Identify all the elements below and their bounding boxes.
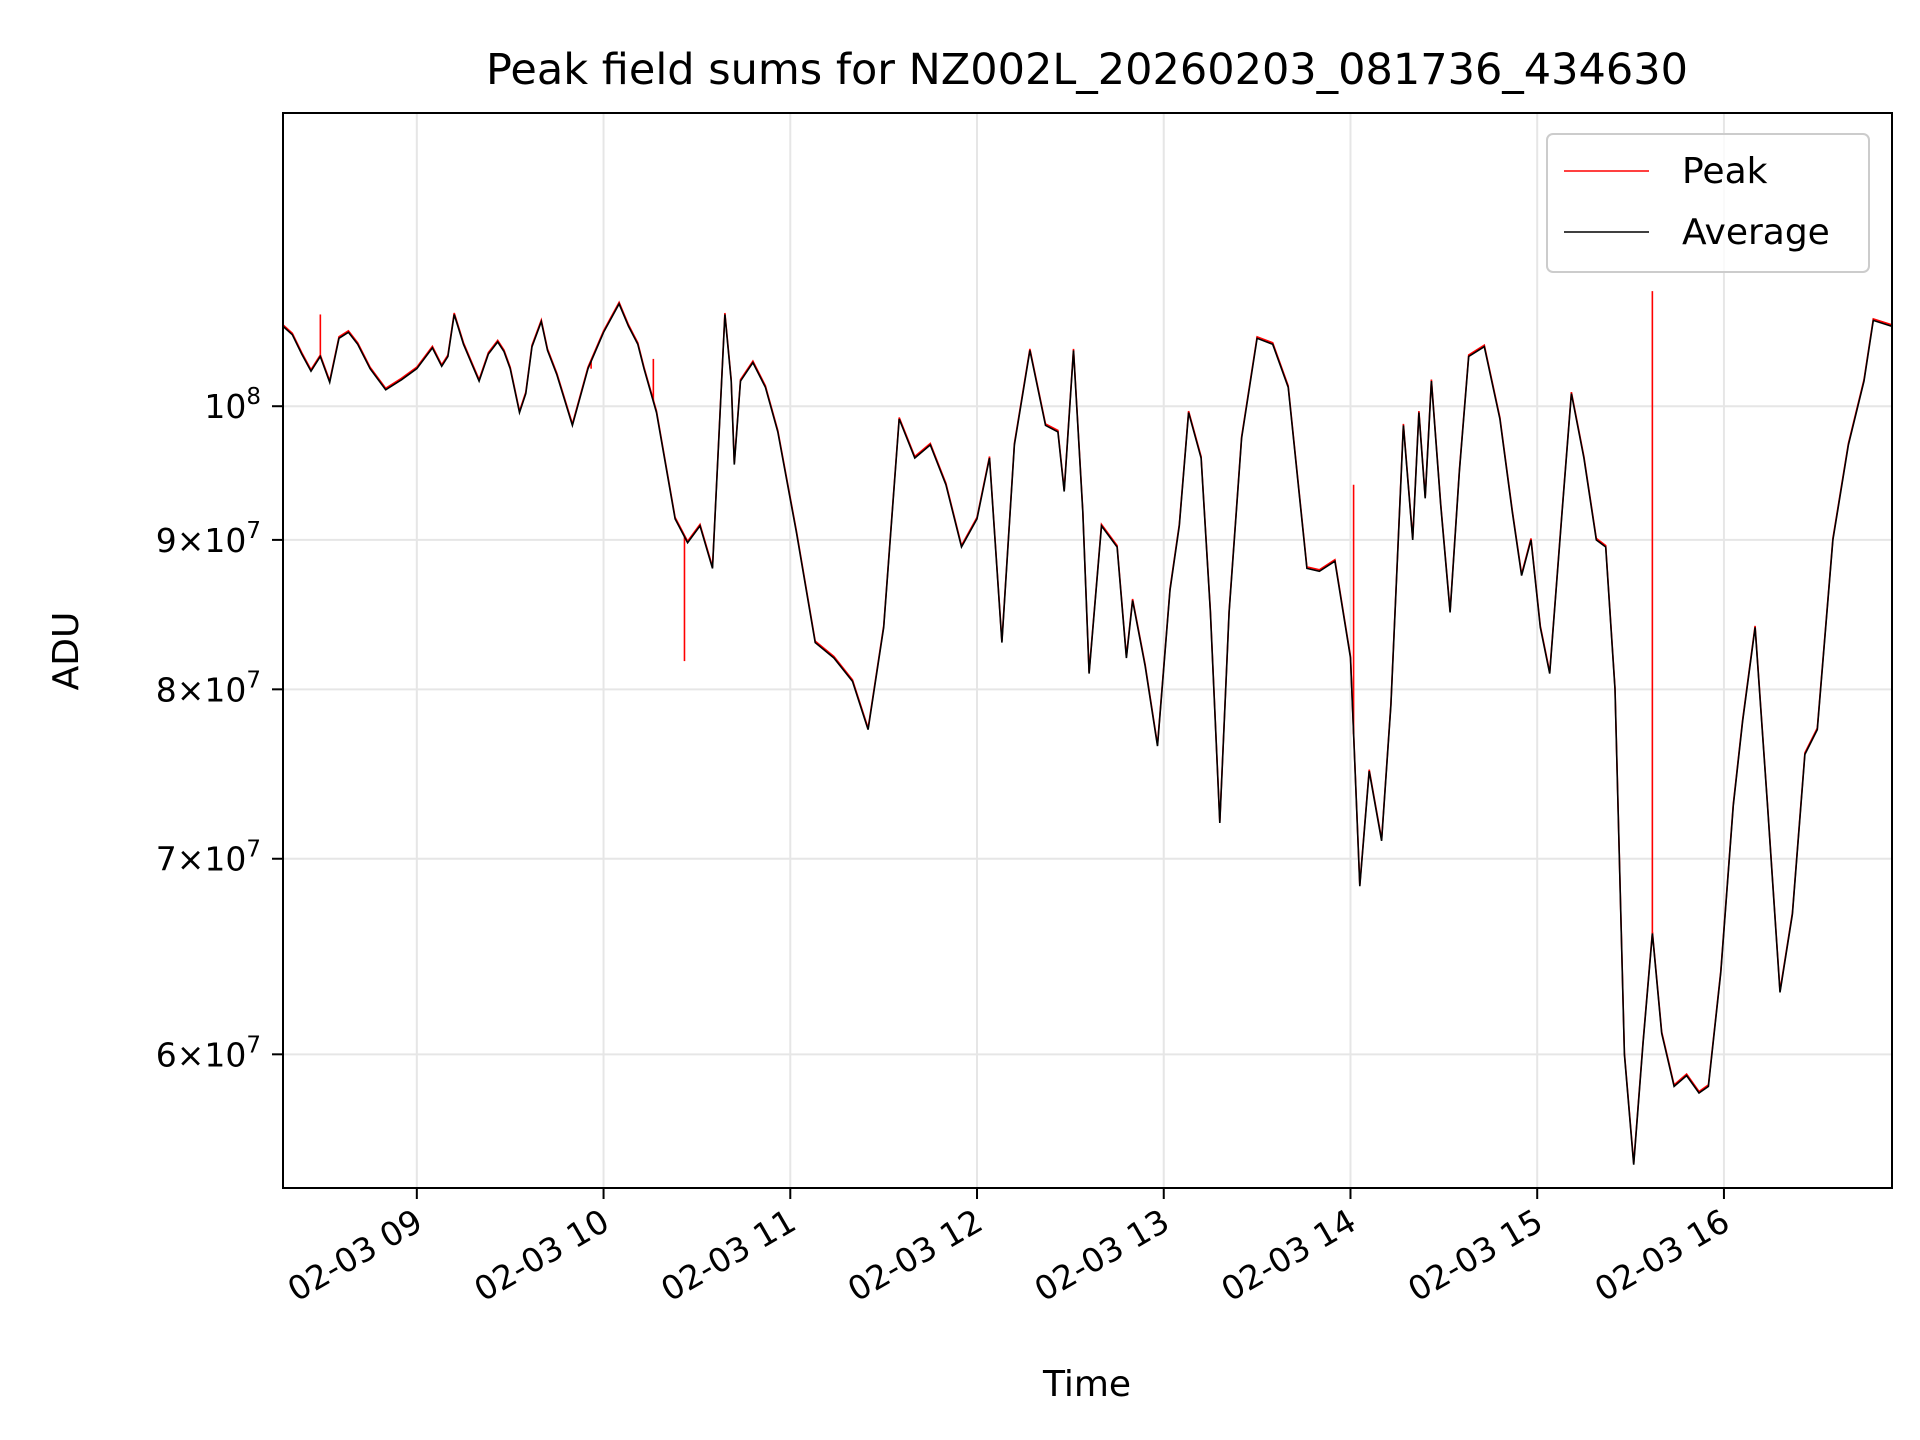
y-tick-label: 7×107 — [156, 837, 261, 879]
legend-box — [1546, 133, 1870, 273]
plot-area — [283, 291, 1892, 1165]
legend-average-label: Average — [1682, 212, 1830, 253]
series-average-line — [283, 302, 1892, 1165]
y-tick-label: 8×107 — [156, 667, 261, 709]
x-axis-label: Time — [1042, 1364, 1131, 1405]
series-group — [283, 291, 1892, 1165]
chart-title: Peak field sums for NZ002L_20260203_0817… — [486, 45, 1688, 95]
grid-lines — [283, 113, 1892, 1188]
plot-frame — [282, 112, 1893, 1189]
y-tick-label: 6×107 — [156, 1032, 261, 1074]
y-axis-label: ADU — [46, 612, 87, 691]
legend: Peak Average — [1546, 133, 1870, 273]
legend-peak-label: Peak — [1682, 151, 1768, 192]
y-tick-label: 9×107 — [156, 518, 261, 560]
